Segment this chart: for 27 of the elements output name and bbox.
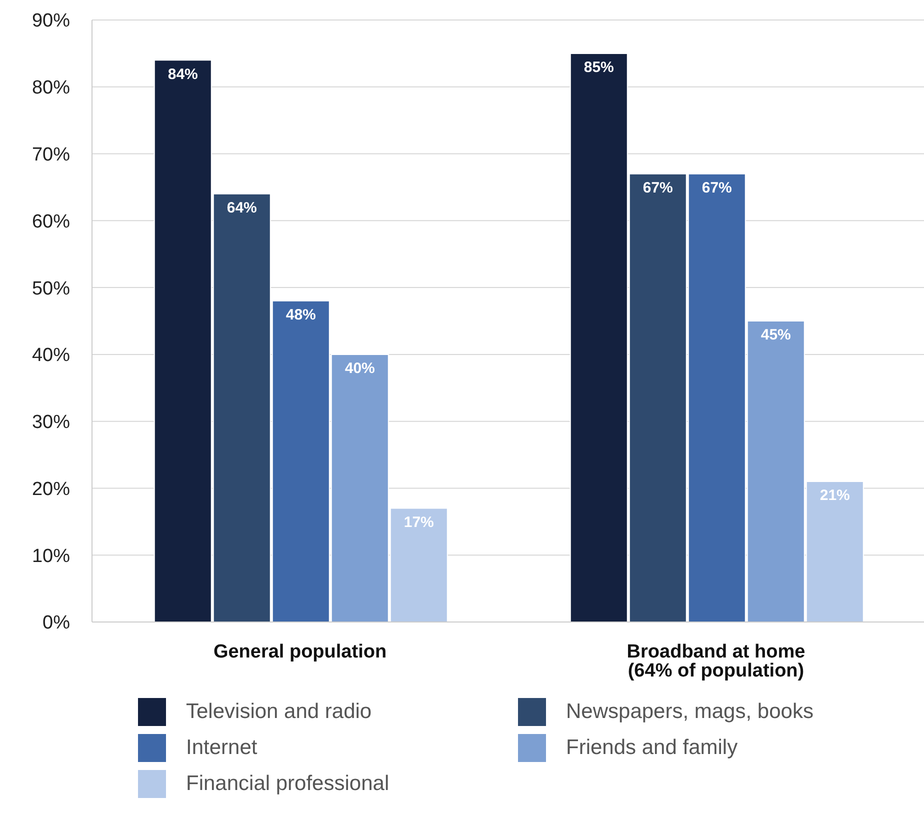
data-label: 64% xyxy=(226,200,257,217)
y-tick-label: 0% xyxy=(42,612,70,634)
data-label: 84% xyxy=(168,66,198,83)
data-label: 67% xyxy=(702,179,732,196)
data-label: 48% xyxy=(286,306,316,324)
legend-label: Television and radio xyxy=(186,700,372,724)
data-label: 67% xyxy=(642,179,673,196)
y-tick-label: 60% xyxy=(32,211,70,232)
y-tick-label: 70% xyxy=(32,144,70,166)
data-label: 21% xyxy=(820,487,850,504)
y-tick-label: 20% xyxy=(32,478,70,500)
data-label: 45% xyxy=(760,326,791,344)
y-tick-label: 40% xyxy=(32,345,70,366)
x-tick-label: General population xyxy=(213,641,387,662)
x-tick-label: Broadband at home (64% of population) xyxy=(626,641,806,682)
data-label: 17% xyxy=(404,514,434,531)
legend-label: Friends and family xyxy=(566,736,738,760)
legend-label: Financial professional xyxy=(186,772,390,796)
y-tick-label: 80% xyxy=(32,78,70,99)
y-tick-label: 30% xyxy=(32,412,70,434)
data-label: 40% xyxy=(344,360,375,378)
legend-label: Internet xyxy=(186,736,258,760)
y-tick-label: 90% xyxy=(32,10,70,32)
y-tick-label: 50% xyxy=(32,278,70,300)
y-tick-label: 10% xyxy=(32,546,70,567)
legend-label: Newspapers, mags, books xyxy=(566,700,814,724)
data-label: 85% xyxy=(584,59,614,76)
